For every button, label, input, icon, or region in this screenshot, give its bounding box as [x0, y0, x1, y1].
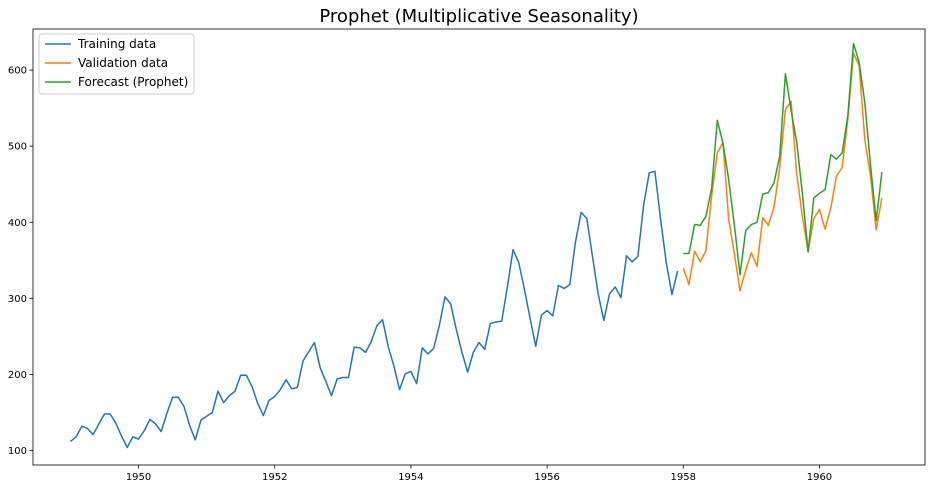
legend-box [38, 33, 195, 95]
legend-label: Training data [77, 37, 156, 51]
x-tick-label: 1960 [807, 472, 832, 483]
x-tick-label: 1950 [126, 472, 151, 483]
plot-frame [32, 28, 926, 466]
y-tick-label: 600 [8, 66, 27, 77]
series-line-forecast-prophet [683, 42, 883, 276]
legend: Training data Validation data Forecast (Pr… [38, 33, 195, 95]
series-points-training-data [70, 171, 677, 447]
series-line-training-data [69, 170, 679, 449]
y-tick-label: 500 [8, 142, 27, 153]
legend-label: Forecast (Prophet) [78, 75, 188, 89]
y-tick-label: 100 [8, 446, 27, 457]
legend-label: Validation data [78, 56, 168, 70]
chart-title: Prophet (Multiplicative Seasonality) [319, 6, 638, 27]
x-tick-label: 1954 [398, 472, 423, 483]
x-tick-label: 1952 [262, 472, 287, 483]
y-tick-label: 300 [8, 294, 27, 305]
axes-layer: 1950 1952 1954 1956 1958 1960 100 200 300 400 500 6… [8, 66, 832, 483]
y-tick-label: 200 [8, 370, 27, 381]
series-layer [69, 42, 883, 449]
x-tick-label: 1958 [671, 472, 696, 483]
y-tick-label: 400 [8, 218, 27, 229]
x-tick-label: 1956 [534, 472, 559, 483]
